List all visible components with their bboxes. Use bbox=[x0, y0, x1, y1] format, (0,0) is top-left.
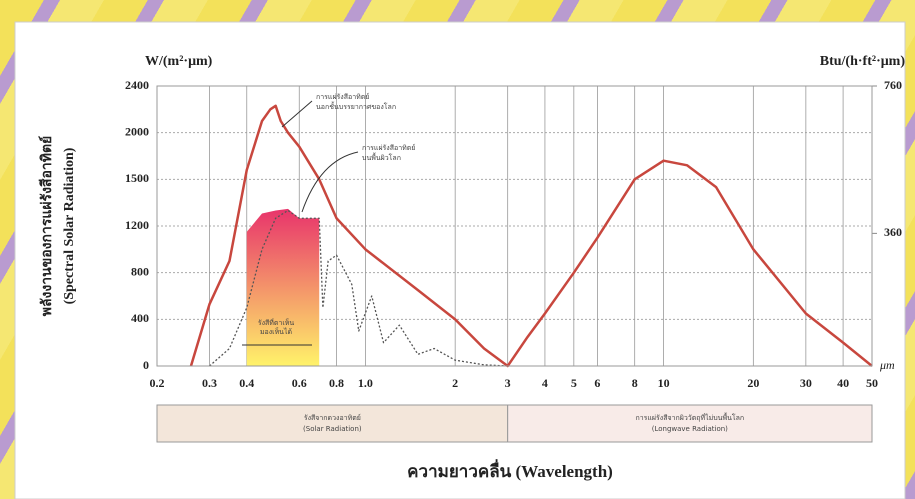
y-tick-label: 0 bbox=[143, 358, 149, 372]
x-label: ความยาวคลื่น (Wavelength) bbox=[407, 459, 613, 481]
band-label: การแผ่รังสีจากผิววัตถุที่ไม่บนพื้นโลก bbox=[635, 411, 744, 422]
y-tick-label: 2000 bbox=[125, 124, 149, 138]
x-tick-label: 0.6 bbox=[292, 376, 307, 390]
x-tick-label: 30 bbox=[800, 376, 812, 390]
band bbox=[156, 404, 509, 443]
x-tick-label: 0.2 bbox=[150, 376, 165, 390]
band-label: (Longwave Radiation) bbox=[652, 425, 728, 433]
band-label: รังสีจากดวงอาทิตย์ bbox=[304, 414, 361, 422]
x-tick-label: 10 bbox=[658, 376, 670, 390]
y-tick-label: 1200 bbox=[125, 218, 149, 232]
annotation: บนพื้นผิวโลก bbox=[362, 151, 401, 162]
x-tick-label: 3 bbox=[505, 376, 511, 390]
y-label: พลังงานของการแผ่รังสีอาทิตย์ bbox=[38, 136, 55, 317]
annotation: นอกชั้นบรรยากาศของโลก bbox=[316, 100, 396, 111]
x-tick-label: 20 bbox=[747, 376, 759, 390]
band-label: (Solar Radiation) bbox=[303, 425, 362, 433]
band bbox=[507, 404, 873, 443]
y-label: (Spectral Solar Radiation) bbox=[62, 147, 77, 304]
x-tick-label: 2 bbox=[452, 376, 458, 390]
plot-frame bbox=[156, 85, 873, 367]
annotation: รังสีที่ตาเห็น bbox=[258, 318, 295, 327]
line bbox=[209, 209, 508, 367]
y-tick-label: 2400 bbox=[125, 78, 149, 92]
annotation: การแผ่รังสีอาทิตย์ bbox=[316, 93, 369, 101]
y-tick-label: 800 bbox=[131, 264, 149, 278]
x-tick-label: 4 bbox=[542, 376, 548, 390]
y-tick-label: 1500 bbox=[125, 171, 149, 185]
leader bbox=[301, 151, 359, 213]
x-tick-label: 8 bbox=[632, 376, 638, 390]
leader bbox=[281, 100, 313, 128]
x-tick-label: 40 bbox=[837, 376, 849, 390]
x-tick-label: 1.0 bbox=[358, 376, 373, 390]
x-tick-label: 0.4 bbox=[239, 376, 254, 390]
y-tick-label: 400 bbox=[131, 311, 149, 325]
annotation: การแผ่รังสีอาทิตย์ bbox=[362, 144, 415, 152]
marks bbox=[189, 104, 873, 368]
y2-tick-label: 760 bbox=[884, 78, 902, 92]
x-unit: μm bbox=[879, 358, 895, 372]
annotation: มองเห็นได้ bbox=[260, 327, 292, 336]
area bbox=[246, 208, 320, 366]
x-tick-label: 50 bbox=[866, 376, 878, 390]
y2-unit: Btu/(h·ft²·μm) bbox=[820, 54, 906, 69]
x-tick-label: 0.3 bbox=[202, 376, 217, 390]
x-tick-label: 5 bbox=[571, 376, 577, 390]
x-tick-label: 6 bbox=[594, 376, 600, 390]
y-unit: W/(m²·μm) bbox=[145, 54, 213, 69]
y2-tick-label: 360 bbox=[884, 225, 902, 239]
x-tick-label: 0.8 bbox=[329, 376, 344, 390]
line bbox=[189, 104, 873, 368]
grid bbox=[156, 85, 877, 367]
